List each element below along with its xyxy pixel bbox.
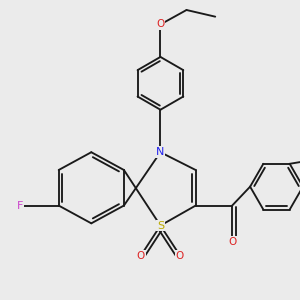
Text: O: O (137, 250, 145, 261)
Text: S: S (157, 220, 164, 231)
Text: N: N (156, 147, 165, 157)
Text: O: O (156, 20, 165, 29)
Text: O: O (228, 237, 236, 247)
Text: O: O (176, 250, 184, 261)
Text: F: F (16, 201, 23, 211)
